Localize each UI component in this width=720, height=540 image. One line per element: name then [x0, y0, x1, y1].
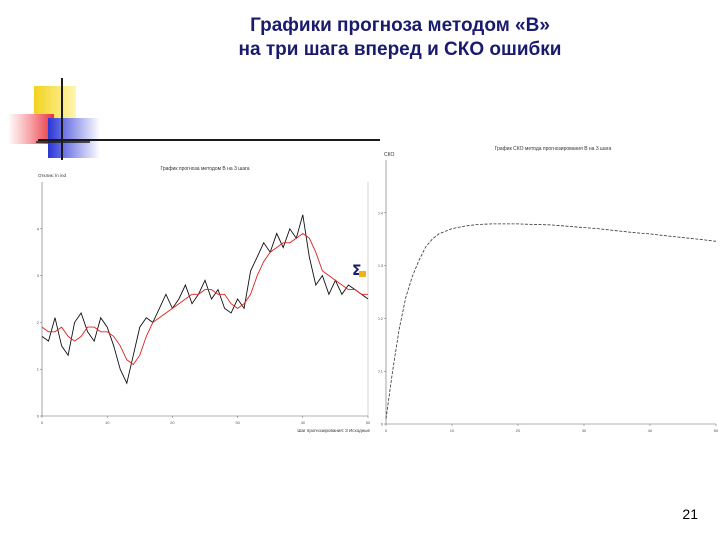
forecast-chart-series-line-0 [41, 214, 369, 385]
sko-chart-series-line-0 [385, 223, 717, 419]
page-number: 21 [682, 506, 698, 522]
forecast-chart-x-tick-label: 30 [235, 420, 240, 425]
sko-chart-y-tick-label: 0.1 [378, 369, 384, 374]
forecast-chart-xlabel: Шаг прогнозирования: 3 Исходные [297, 428, 370, 433]
sko-chart-y-tick-label: 0.3 [378, 263, 384, 268]
forecast-chart-y-tick-label: 1 [37, 367, 40, 372]
forecast-chart-ylabel: Отклик: ln ind [38, 173, 66, 178]
sko-chart-x-tick-label: 0 [385, 428, 388, 433]
forecast-chart-x-tick-label: 10 [105, 420, 110, 425]
deco-blue-square [48, 118, 100, 158]
sko-chart-x-tick-label: 40 [648, 428, 653, 433]
forecast-chart-y-tick-label: 0 [37, 414, 40, 419]
sko-chart-x-tick-label: 30 [582, 428, 587, 433]
forecast-chart-y-tick-label: 2 [37, 320, 40, 325]
sko-chart-ylabel: СКО [384, 152, 394, 158]
forecast-chart-x-tick-label: 50 [366, 420, 371, 425]
sko-chart-y-tick-label: 0.2 [378, 316, 384, 321]
decorative-squares [8, 78, 100, 160]
sko-chart-y-tick-label: 0.4 [378, 210, 384, 215]
sko-chart-title: График СКО метода прогнозирования B на 3… [495, 146, 612, 152]
sko-chart-x-tick-label: 20 [516, 428, 521, 433]
forecast-chart-y-tick-label: 4 [37, 226, 40, 231]
forecast-chart-x-tick-label: 0 [41, 420, 44, 425]
slide-title-line1: Графики прогноза методом «B» [250, 15, 550, 36]
sko-chart: График СКО метода прогнозирования B на 3… [378, 146, 719, 433]
forecast-chart-x-tick-label: 40 [301, 420, 306, 425]
sko-chart-x-tick-label: 50 [714, 428, 719, 433]
forecast-chart-y-tick-label: 3 [37, 273, 40, 278]
forecast-chart: График прогноза методом B на 3 шага Откл… [37, 166, 371, 433]
slide-title-line2: на три шага вперед и СКО ошибки [238, 39, 562, 60]
sigma-icon[interactable]: Σ [352, 263, 368, 279]
sko-chart-y-tick-label: 0 [381, 422, 384, 427]
forecast-chart-title: График прогноза методом B на 3 шага [160, 166, 249, 172]
sko-chart-x-tick-label: 10 [450, 428, 455, 433]
slide-title: Графики прогноза методом «B» на три шага… [150, 14, 650, 62]
header-rule [38, 139, 380, 141]
forecast-chart-x-tick-label: 20 [170, 420, 175, 425]
forecast-chart-series-line-1 [41, 232, 368, 366]
